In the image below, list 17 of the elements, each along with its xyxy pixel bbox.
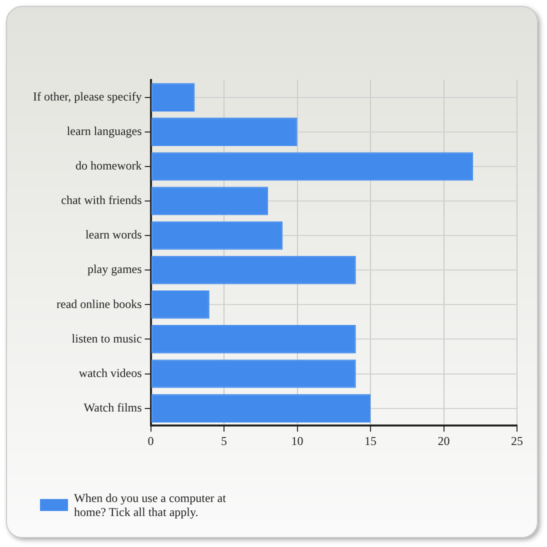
x-tick-label: 15 <box>364 434 377 448</box>
x-tick-label: 25 <box>511 434 523 448</box>
legend-label: When do you use a computer at home? Tick all that apply. <box>74 491 227 519</box>
x-tick-label: 5 <box>221 434 228 448</box>
y-tick-label: do homework <box>75 158 142 173</box>
y-tick-label: learn languages <box>66 124 142 138</box>
y-tick-label: Watch films <box>84 400 142 414</box>
y-tick-label: watch videos <box>78 366 142 380</box>
x-tick-label: 20 <box>438 434 450 448</box>
x-tick-label: 10 <box>291 434 304 448</box>
y-tick-label: learn words <box>85 228 142 242</box>
x-tick-label: 0 <box>148 434 154 448</box>
y-tick-label: chat with friends <box>61 193 142 208</box>
y-tick-label: read online books <box>56 296 142 311</box>
y-tick-label: listen to music <box>72 331 142 346</box>
y-tick-label: If other, please specify <box>32 89 142 104</box>
y-tick-label: play games <box>87 262 142 276</box>
